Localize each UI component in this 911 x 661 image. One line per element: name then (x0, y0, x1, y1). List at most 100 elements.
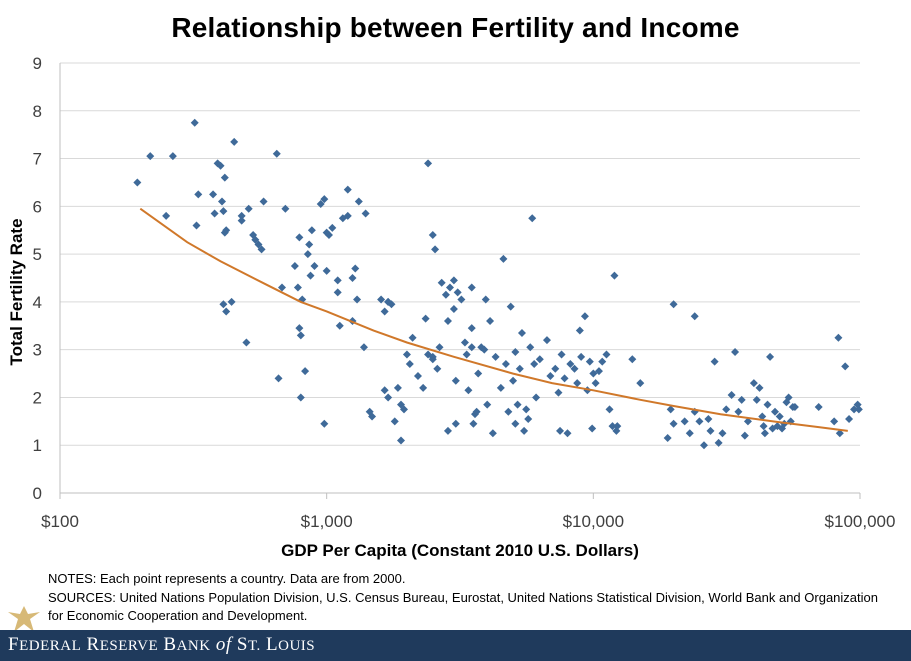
data-point (320, 419, 329, 428)
axes (59, 63, 861, 499)
data-point (517, 328, 526, 337)
data-point (272, 149, 281, 158)
data-point (511, 419, 520, 428)
gridlines (60, 62, 860, 446)
data-point (598, 357, 607, 366)
data-point (535, 355, 544, 364)
data-point (841, 362, 850, 371)
data-point (491, 352, 500, 361)
y-tick-label: 2 (33, 388, 42, 407)
data-point (854, 405, 863, 414)
data-point (511, 348, 520, 357)
data-point (343, 185, 352, 194)
data-point (361, 209, 370, 218)
data-point (770, 407, 779, 416)
data-point (222, 226, 231, 235)
data-point (333, 288, 342, 297)
data-point (763, 400, 772, 409)
data-point (760, 429, 769, 438)
y-tick-label: 6 (33, 197, 42, 216)
data-points (133, 118, 863, 450)
data-point (758, 412, 767, 421)
data-point (222, 307, 231, 316)
data-point (467, 324, 476, 333)
data-point (220, 173, 229, 182)
data-point (133, 178, 142, 187)
data-point (695, 417, 704, 426)
data-point (834, 333, 843, 342)
data-point (405, 360, 414, 368)
data-point (506, 302, 515, 311)
data-point (305, 240, 314, 249)
data-point (573, 379, 582, 388)
data-point (397, 436, 406, 445)
data-point (437, 278, 446, 287)
data-point (734, 407, 743, 416)
data-point (354, 197, 363, 206)
tick-labels: 0 1 2 3 4 5 6 7 8 9 $100 $1,000 $10,000 $100,000 (33, 54, 896, 531)
data-point (348, 274, 357, 282)
y-tick-label: 5 (33, 245, 42, 264)
data-point (483, 400, 492, 409)
data-point (333, 276, 342, 285)
data-point (532, 393, 541, 402)
data-point (743, 417, 752, 426)
data-point (433, 364, 442, 373)
data-point (610, 271, 619, 280)
data-point (524, 414, 533, 423)
data-point (488, 429, 497, 438)
x-axis-title: GDP Per Capita (Constant 2010 U.S. Dolla… (281, 541, 639, 560)
data-point (496, 383, 505, 392)
data-point (699, 441, 708, 450)
data-point (585, 357, 594, 366)
data-point (591, 379, 600, 388)
data-point (451, 376, 460, 385)
data-point (359, 343, 368, 352)
data-point (718, 429, 727, 438)
data-point (554, 388, 563, 397)
data-point (209, 190, 218, 199)
data-point (307, 226, 316, 235)
data-point (464, 386, 473, 395)
data-point (486, 317, 495, 325)
data-point (296, 393, 305, 402)
x-tick-label: $100 (41, 512, 79, 531)
data-point (669, 300, 678, 309)
data-point (219, 207, 228, 216)
data-point (445, 283, 454, 292)
data-point (685, 429, 694, 438)
data-point (435, 343, 444, 352)
data-point (814, 403, 823, 411)
y-tick-label: 7 (33, 150, 42, 169)
trend-curve (139, 207, 848, 432)
data-point (380, 307, 389, 316)
data-point (192, 221, 201, 230)
data-point (472, 407, 481, 416)
data-point (162, 211, 171, 220)
data-point (168, 152, 177, 161)
data-point (608, 422, 617, 431)
data-point (457, 295, 466, 304)
data-point (281, 204, 290, 213)
x-tick-label: $10,000 (563, 512, 624, 531)
data-point (570, 364, 579, 373)
data-point (419, 383, 428, 392)
data-point (368, 412, 377, 421)
data-point (462, 350, 471, 359)
data-point (542, 336, 551, 345)
data-point (295, 233, 304, 242)
data-point (509, 376, 518, 385)
data-point (710, 357, 719, 366)
data-point (522, 405, 531, 414)
data-point (628, 355, 637, 364)
data-point (451, 419, 460, 428)
data-point (431, 245, 440, 254)
data-point (546, 371, 555, 380)
data-point (566, 360, 575, 368)
notes-text: NOTES: Each point represents a country. … (48, 571, 406, 586)
data-point (217, 197, 226, 206)
footer-bar: FEDERAL RESERVE BANK of ST. LOUIS (0, 630, 911, 661)
data-point (577, 352, 586, 361)
data-point (663, 434, 672, 443)
